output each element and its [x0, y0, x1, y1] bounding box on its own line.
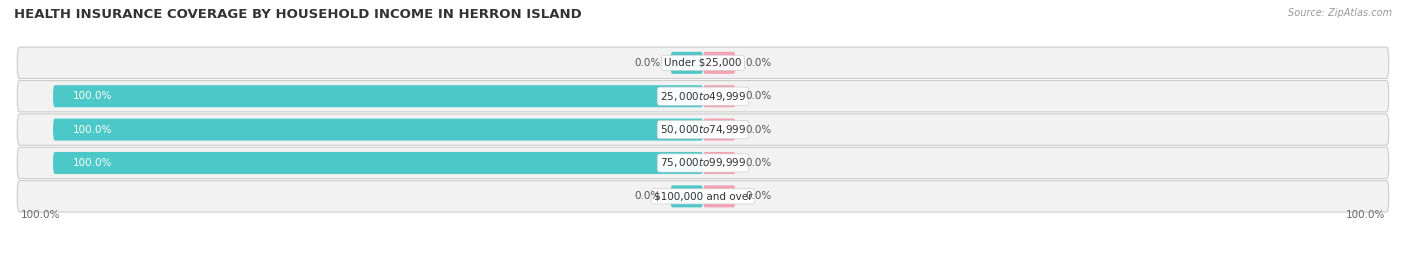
Text: 100.0%: 100.0%: [21, 210, 60, 220]
Text: Under $25,000: Under $25,000: [664, 58, 742, 68]
Text: $50,000 to $74,999: $50,000 to $74,999: [659, 123, 747, 136]
FancyBboxPatch shape: [17, 147, 1389, 179]
FancyBboxPatch shape: [703, 52, 735, 74]
FancyBboxPatch shape: [703, 119, 735, 141]
FancyBboxPatch shape: [53, 119, 703, 141]
Text: $25,000 to $49,999: $25,000 to $49,999: [659, 90, 747, 103]
Text: 0.0%: 0.0%: [745, 191, 772, 201]
Text: 0.0%: 0.0%: [745, 158, 772, 168]
FancyBboxPatch shape: [703, 152, 735, 174]
Text: 0.0%: 0.0%: [634, 58, 661, 68]
Text: 0.0%: 0.0%: [745, 124, 772, 135]
Text: Source: ZipAtlas.com: Source: ZipAtlas.com: [1288, 8, 1392, 18]
FancyBboxPatch shape: [671, 185, 703, 207]
FancyBboxPatch shape: [53, 152, 703, 174]
Text: 0.0%: 0.0%: [634, 191, 661, 201]
Text: 0.0%: 0.0%: [745, 91, 772, 101]
FancyBboxPatch shape: [17, 47, 1389, 79]
FancyBboxPatch shape: [53, 85, 703, 107]
Text: $75,000 to $99,999: $75,000 to $99,999: [659, 157, 747, 170]
Text: 100.0%: 100.0%: [73, 158, 112, 168]
FancyBboxPatch shape: [17, 80, 1389, 112]
Text: 100.0%: 100.0%: [73, 124, 112, 135]
FancyBboxPatch shape: [703, 185, 735, 207]
Text: 100.0%: 100.0%: [1346, 210, 1385, 220]
FancyBboxPatch shape: [17, 181, 1389, 212]
FancyBboxPatch shape: [703, 85, 735, 107]
Text: HEALTH INSURANCE COVERAGE BY HOUSEHOLD INCOME IN HERRON ISLAND: HEALTH INSURANCE COVERAGE BY HOUSEHOLD I…: [14, 8, 582, 21]
FancyBboxPatch shape: [671, 52, 703, 74]
Text: 0.0%: 0.0%: [745, 58, 772, 68]
Text: $100,000 and over: $100,000 and over: [654, 191, 752, 201]
Text: 100.0%: 100.0%: [73, 91, 112, 101]
FancyBboxPatch shape: [17, 114, 1389, 145]
